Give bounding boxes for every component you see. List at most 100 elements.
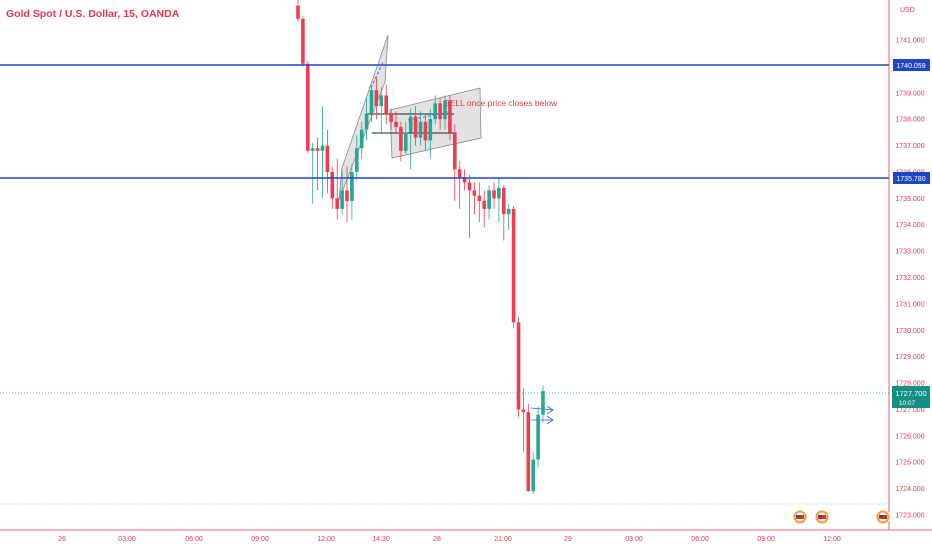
candle-down [389,108,393,130]
time-tick-label: 06:00 [691,536,709,543]
price-tick-label: 1732.000 [895,275,924,282]
candle-body [453,132,457,170]
candle-body [541,390,545,415]
price-tick-label: 1723.000 [895,513,924,520]
price-tick-label: 1729.000 [895,354,924,361]
candle-body [408,116,413,133]
price-tick-labels: 1741.0001740.0001739.0001738.0001737.000… [895,38,924,520]
candle-body [359,129,364,149]
candle-up [418,111,423,146]
candle-body [462,177,467,183]
annotation-text: SELL once price closes below [444,98,558,108]
candle-body [374,90,379,106]
price-axis[interactable]: USD 1741.0001740.0001739.0001738.0001737… [888,0,930,530]
time-tick-label: 29 [564,536,572,543]
price-tick-label: 1730.000 [895,328,924,335]
price-tick-label: 1734.000 [895,222,924,229]
candle-body [296,5,300,19]
candle-up [531,451,535,494]
upper-level-tag [893,59,930,71]
candle-body [325,145,330,172]
candle-up [355,135,359,180]
time-tick-label: 09:00 [757,536,775,543]
candle-body [502,187,506,215]
price-tick-label: 1738.000 [895,117,924,124]
lower-level-value: 1735.780 [896,176,925,183]
candle-down [472,182,477,215]
us-event-flag-icon[interactable] [814,509,830,525]
candle-body [379,95,384,106]
candle-body [350,171,354,201]
candle-up [359,121,364,159]
candle-up [350,164,354,220]
time-tick-label: 12:00 [317,536,335,543]
us-event-flag-icon[interactable] [875,509,891,525]
candle-down [394,111,398,133]
candle-down [423,113,428,151]
event-flags[interactable] [792,509,891,525]
current-price-tag [892,386,930,408]
candle-down [296,0,300,22]
current-price-value: 1727.700 [895,389,926,398]
time-tick-label: 03:00 [118,536,136,543]
candle-body [521,409,526,413]
candle-body [428,119,433,141]
candle-body [448,100,452,133]
candle-down [448,95,452,141]
candle-body [369,90,374,114]
candle-down [521,388,526,452]
time-tick-label: 06:00 [185,536,203,543]
candle-body [335,198,339,209]
candle-up [487,185,491,220]
candle-down [482,190,486,228]
candle-body [516,322,521,410]
candle-up [369,84,374,122]
candle-body [310,148,315,151]
candle-up [497,177,501,223]
price-tick-label: 1726.000 [895,433,924,440]
candle-body [301,18,305,64]
symbol-title: Gold Spot / U.S. Dollar, 15, OANDA [6,8,180,20]
candle-body [511,208,516,323]
candle-body [443,100,447,120]
candle-body [531,459,535,492]
candle-up [340,169,344,215]
candle-up [433,95,437,125]
candle-body [467,182,472,191]
candle-body [340,190,344,209]
candle-down [306,61,310,154]
candle-down [413,105,418,146]
candle-up [506,203,511,230]
candle-body [384,95,388,114]
time-tick-label: 12:00 [823,536,841,543]
candle-body [345,190,349,201]
candle-down [492,182,496,209]
candle-body [433,103,437,120]
candle-body [477,195,482,201]
candle-body [306,63,310,151]
candle-up [310,142,315,204]
candle-down [462,169,467,191]
candle-down [453,124,457,201]
price-tick-label: 1727.000 [895,407,924,414]
time-axis[interactable]: 26 03:00 06:00 09:00 12:00 14:30 28 21:00 29 03:0… [0,529,932,543]
candle-body [506,208,511,215]
candle-body [487,190,491,209]
us-event-flag-icon[interactable] [792,509,808,525]
candle-body [394,121,398,128]
rising-channel-1 [338,34,389,201]
price-tick-label: 1728.000 [895,381,924,388]
currency-label: USD [900,7,915,14]
candle-up [404,121,408,154]
lower-level-tag [893,172,930,184]
candle-down [315,137,320,191]
candle-body [482,200,486,209]
candle-body [423,121,428,141]
candle-down [384,84,388,125]
candle-down [511,206,516,328]
candle-body [472,190,477,196]
candle-up [428,108,433,159]
time-tick-label: 21:00 [494,536,512,543]
candle-down [467,174,472,238]
